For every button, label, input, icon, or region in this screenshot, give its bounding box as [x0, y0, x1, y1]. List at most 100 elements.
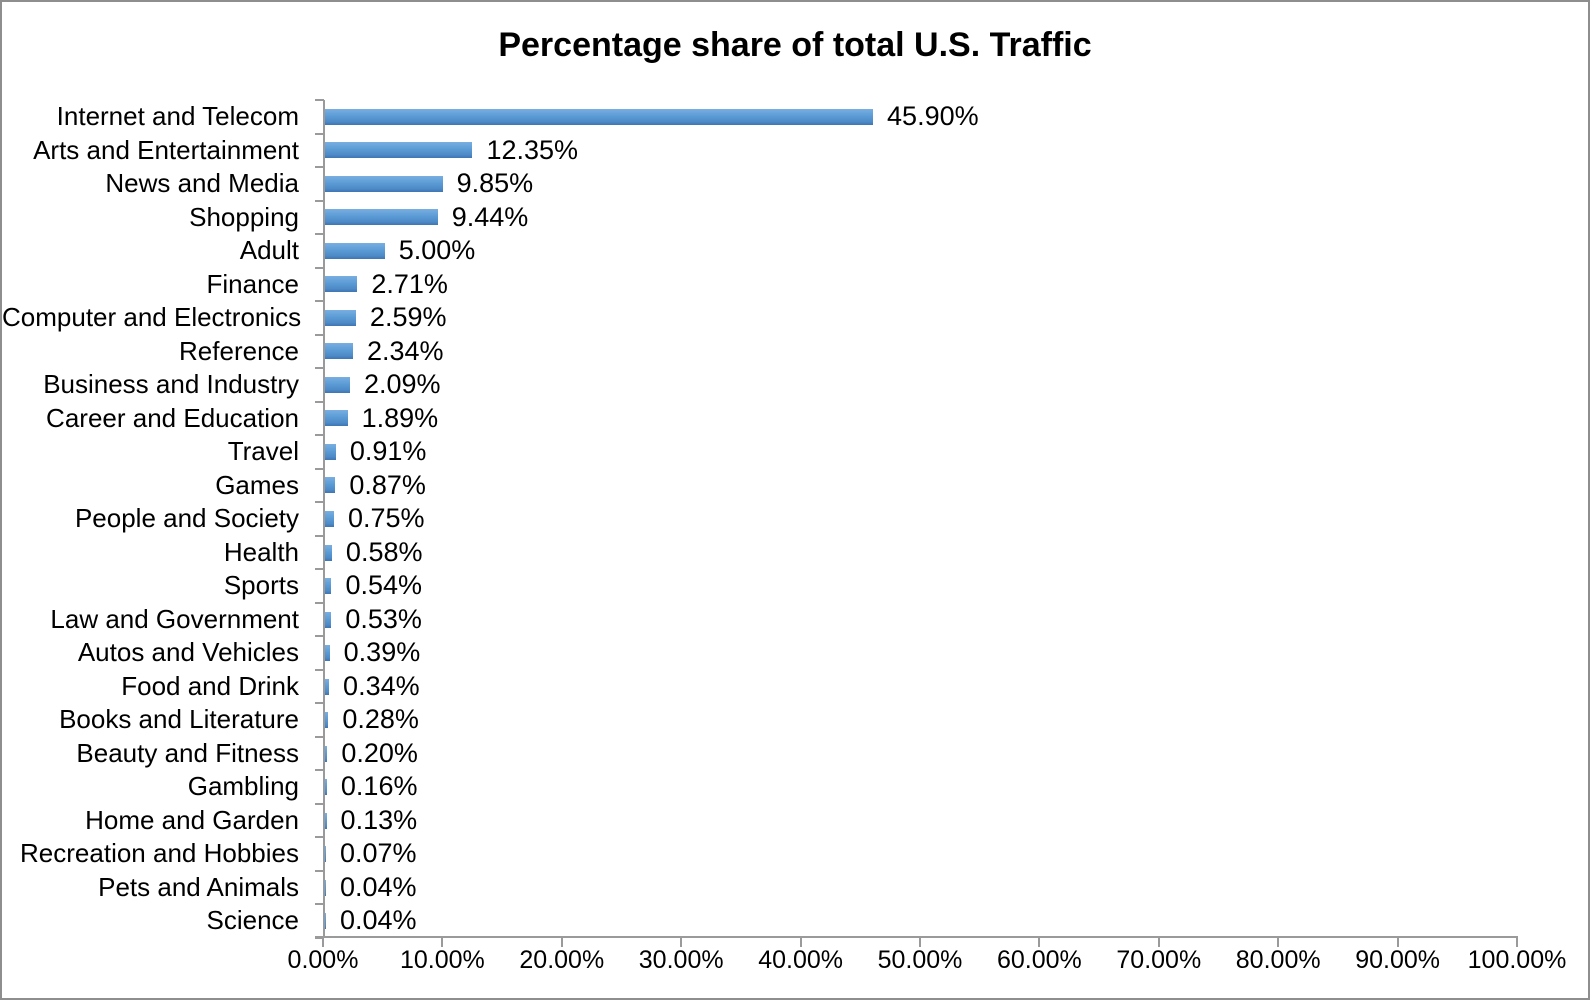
bar-law-and-government[interactable]	[325, 611, 332, 628]
y-axis-tick	[315, 199, 324, 202]
x-tick-label-100: 100.00%	[1467, 946, 1567, 974]
category-label-science: Science	[206, 905, 300, 936]
x-axis-tick	[1038, 938, 1041, 947]
category-label-beauty-and-fitness: Beauty and Fitness	[76, 737, 299, 768]
x-axis-tick	[1157, 938, 1160, 947]
value-label-home-and-garden: 0.13%	[340, 804, 418, 835]
y-axis-tick	[315, 333, 324, 336]
category-label-business-and-industry: Business and Industry	[43, 369, 299, 400]
value-label-shopping: 9.44%	[451, 201, 529, 232]
y-axis-tick	[315, 802, 324, 805]
bar-adult[interactable]	[325, 242, 385, 259]
x-tick-label-90: 90.00%	[1355, 946, 1440, 974]
y-axis-tick	[315, 601, 324, 604]
value-label-law-and-government: 0.53%	[345, 603, 422, 634]
value-label-internet-and-telecom: 45.90%	[887, 101, 979, 131]
bar-recreation-and-hobbies[interactable]	[325, 846, 326, 863]
bar-pets-and-animals[interactable]	[325, 879, 326, 896]
x-axis-tick	[1396, 938, 1399, 947]
category-label-recreation-and-hobbies: Recreation and Hobbies	[20, 838, 299, 869]
bar-games[interactable]	[325, 477, 336, 494]
y-axis-tick	[315, 702, 324, 705]
y-axis-tick	[315, 300, 324, 303]
bar-people-and-society[interactable]	[325, 511, 334, 527]
bar-business-and-industry[interactable]	[325, 376, 350, 393]
y-axis-tick	[315, 400, 324, 403]
value-label-recreation-and-hobbies: 0.07%	[340, 838, 417, 869]
y-axis-tick	[315, 467, 324, 470]
category-label-internet-and-telecom: Internet and Telecom	[56, 101, 299, 131]
value-label-autos-and-vehicles: 0.39%	[343, 637, 421, 668]
value-label-computer-and-electronics: 2.59%	[369, 302, 447, 333]
category-label-law-and-government: Law and Government	[50, 603, 299, 634]
y-axis-tick	[315, 735, 324, 738]
x-axis-tick	[919, 938, 921, 947]
x-axis-line	[315, 936, 1518, 938]
y-axis-tick	[315, 903, 324, 906]
x-axis-tick	[799, 938, 802, 947]
y-axis-tick	[315, 869, 324, 872]
category-label-career-and-education: Career and Education	[46, 402, 299, 433]
x-axis-tick	[680, 938, 683, 947]
bar-food-and-drink[interactable]	[325, 678, 330, 695]
value-label-adult: 5.00%	[398, 235, 476, 266]
bar-books-and-literature[interactable]	[325, 712, 329, 729]
value-label-beauty-and-fitness: 0.20%	[341, 737, 418, 768]
x-tick-label-10: 10.00%	[399, 946, 485, 974]
x-tick-label-50: 50.00%	[877, 946, 963, 974]
bar-sports[interactable]	[325, 578, 332, 595]
bar-science[interactable]	[325, 913, 326, 930]
bar-travel[interactable]	[325, 443, 336, 460]
y-axis-tick	[315, 534, 324, 537]
y-axis-tick	[315, 99, 324, 101]
category-label-food-and-drink: Food and Drink	[121, 670, 299, 701]
bar-arts-and-entertainment[interactable]	[325, 142, 473, 159]
y-axis-tick	[315, 769, 324, 772]
x-tick-label-70: 70.00%	[1116, 946, 1202, 974]
category-label-books-and-literature: Books and Literature	[59, 704, 299, 735]
x-tick-label-40: 40.00%	[758, 946, 843, 974]
bar-gambling[interactable]	[325, 779, 327, 796]
value-label-health: 0.58%	[345, 536, 423, 567]
bar-reference[interactable]	[325, 343, 353, 360]
y-axis-tick	[315, 568, 324, 571]
value-label-books-and-literature: 0.28%	[342, 704, 419, 735]
category-label-shopping: Shopping	[189, 201, 299, 232]
x-tick-label-0: 0.00%	[287, 946, 359, 974]
value-label-news-and-media: 9.85%	[456, 168, 534, 199]
value-label-games: 0.87%	[349, 469, 426, 500]
x-axis-tick	[322, 938, 324, 947]
bar-finance[interactable]	[325, 276, 358, 293]
bar-home-and-garden[interactable]	[325, 812, 327, 829]
bar-news-and-media[interactable]	[325, 175, 443, 192]
bar-career-and-education[interactable]	[325, 410, 348, 427]
category-label-travel: Travel	[227, 436, 299, 467]
bar-autos-and-vehicles[interactable]	[325, 645, 330, 662]
bar-health[interactable]	[325, 544, 332, 561]
bar-beauty-and-fitness[interactable]	[325, 745, 328, 762]
category-label-people-and-society: People and Society	[74, 503, 299, 534]
y-axis-tick	[315, 668, 324, 671]
category-label-finance: Finance	[206, 268, 300, 299]
x-axis-tick	[1277, 938, 1280, 947]
value-label-business-and-industry: 2.09%	[363, 369, 441, 400]
value-label-finance: 2.71%	[371, 268, 448, 299]
value-label-arts-and-entertainment: 12.35%	[486, 134, 579, 165]
category-label-gambling: Gambling	[187, 771, 299, 802]
y-axis-line	[323, 100, 325, 938]
y-axis-tick	[315, 132, 324, 135]
y-axis-tick	[315, 836, 324, 839]
bar-shopping[interactable]	[325, 209, 438, 226]
category-label-home-and-garden: Home and Garden	[85, 804, 299, 835]
x-tick-label-60: 60.00%	[996, 946, 1082, 974]
bar-internet-and-telecom[interactable]	[325, 108, 874, 125]
y-axis-tick	[315, 367, 324, 370]
category-label-pets-and-animals: Pets and Animals	[98, 871, 299, 902]
bar-computer-and-electronics[interactable]	[325, 309, 356, 326]
value-label-pets-and-animals: 0.04%	[340, 871, 417, 902]
value-label-career-and-education: 1.89%	[361, 402, 439, 433]
category-label-health: Health	[223, 536, 299, 567]
y-axis-tick	[315, 937, 324, 939]
y-axis-tick	[315, 501, 324, 504]
